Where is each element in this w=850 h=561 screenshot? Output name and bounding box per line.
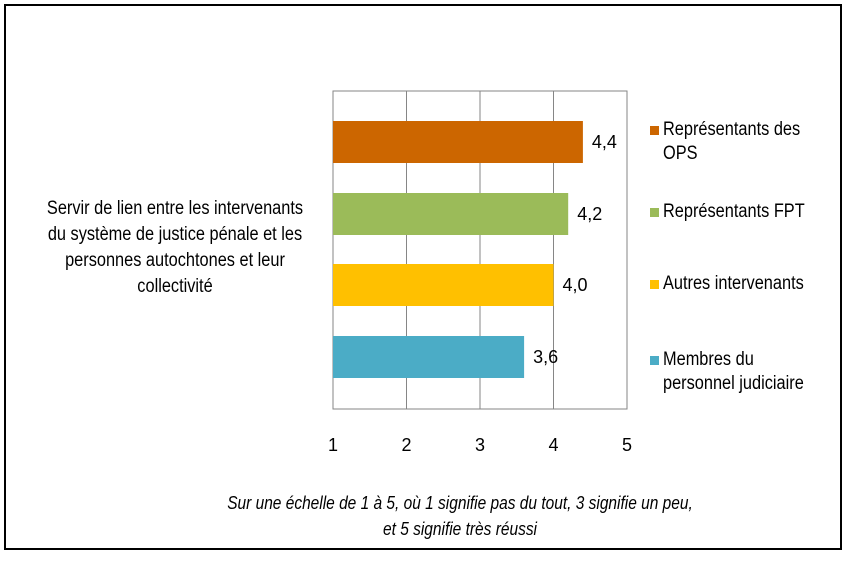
legend-swatch: [650, 208, 659, 217]
legend-label: OPS: [663, 143, 698, 164]
x-tick-label: 5: [622, 435, 632, 455]
legend-swatch: [650, 356, 659, 365]
legend-label: Membres du: [663, 349, 754, 370]
value-label: 3,6: [533, 347, 558, 367]
value-label: 4,4: [592, 132, 617, 152]
value-label: 4,2: [577, 204, 602, 224]
legend-label: Autres intervenants: [663, 273, 804, 294]
bar: [333, 264, 554, 306]
bars: [333, 121, 583, 378]
x-tick-label: 4: [548, 435, 558, 455]
x-tick-label: 1: [328, 435, 338, 455]
category-label-line: personnes autochtones et leur: [65, 250, 285, 271]
legend-swatch: [650, 126, 659, 135]
legend-label: personnel judiciaire: [663, 373, 804, 394]
value-labels: 4,4 4,2 4,0 3,6: [533, 132, 617, 367]
scale-note-line: et 5 signifie très réussi: [382, 519, 537, 539]
legend-label: Représentants FPT: [663, 201, 805, 222]
x-axis-ticks: 1 2 3 4 5: [328, 435, 632, 455]
category-label-line: du système de justice pénale et les: [47, 224, 303, 245]
scale-note-line: Sur une échelle de 1 à 5, où 1 signifie …: [227, 493, 693, 513]
bar: [333, 121, 583, 163]
bar: [333, 336, 525, 378]
bar: [333, 193, 569, 235]
legend-label: Représentants des: [663, 119, 801, 140]
value-label: 4,0: [563, 275, 588, 295]
category-label-line: Servir de lien entre les intervenants: [46, 198, 304, 219]
category-label-line: collectivité: [137, 276, 213, 297]
x-tick-label: 3: [475, 435, 485, 455]
category-label: Servir de lien entre les intervenants du…: [42, 196, 309, 300]
legend-swatch: [650, 280, 659, 289]
scale-note: Sur une échelle de 1 à 5, où 1 signifie …: [202, 490, 718, 542]
x-tick-label: 2: [401, 435, 411, 455]
